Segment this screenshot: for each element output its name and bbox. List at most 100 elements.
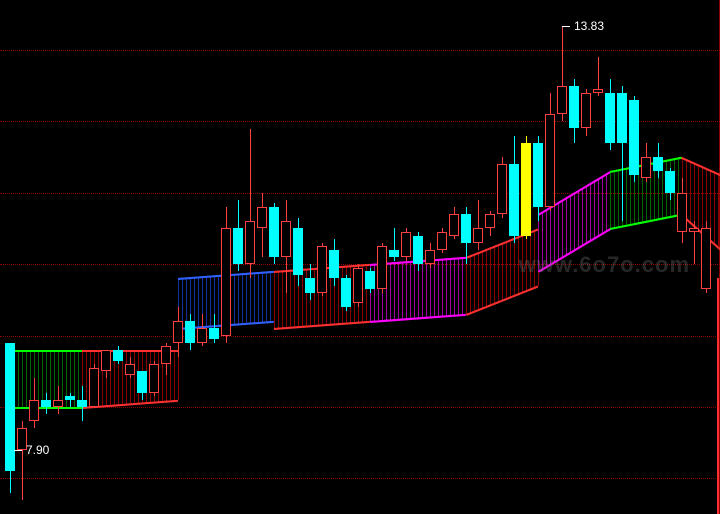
band-hatch (62, 350, 63, 407)
band-hatch (78, 350, 79, 407)
candle-body (245, 221, 255, 264)
band-hatch (598, 178, 599, 235)
band-hatch (282, 271, 283, 328)
candle-body (41, 400, 51, 407)
band-hatch (218, 275, 219, 325)
band-hatch (566, 198, 567, 255)
band-hatch (406, 261, 407, 318)
band-hatch (502, 243, 503, 300)
band-hatch (250, 273, 251, 323)
candle-body (677, 193, 687, 232)
band-hatch (126, 350, 127, 404)
candle-body (185, 321, 195, 342)
candle-body (653, 157, 663, 171)
band-hatch (450, 258, 451, 315)
band-hatch (266, 272, 267, 322)
band-hatch (474, 254, 475, 311)
candle-body (149, 364, 159, 393)
candle-body (89, 368, 99, 407)
band-hatch (422, 260, 423, 317)
band-hatch (498, 244, 499, 301)
candle-body (341, 278, 351, 307)
candle-body (125, 364, 135, 375)
band-hatch (294, 270, 295, 327)
band-hatch (174, 350, 175, 400)
band-hatch (626, 168, 627, 225)
band-hatch (270, 272, 271, 322)
band-hatch (454, 258, 455, 315)
band-hatch (430, 260, 431, 317)
band-hatch (506, 241, 507, 298)
band-hatch (446, 258, 447, 315)
candle-body (665, 171, 675, 192)
candle-body (461, 214, 471, 243)
band-hatch (238, 274, 239, 324)
candle-body (641, 157, 651, 178)
candle-body (365, 271, 375, 289)
band-hatch (258, 272, 259, 322)
candle-body (269, 207, 279, 257)
candle-body (353, 268, 363, 304)
candle-body (101, 350, 111, 371)
band-hatch (702, 166, 703, 232)
candle-body (449, 214, 459, 235)
candle-body (497, 164, 507, 214)
candle-body (413, 236, 423, 265)
band-hatch (22, 350, 23, 407)
candle-body (173, 321, 183, 342)
band-hatch (278, 271, 279, 328)
band-hatch (442, 259, 443, 316)
candle-body (161, 346, 171, 364)
band-hatch (714, 171, 715, 242)
band-hatch (38, 350, 39, 407)
band-hatch (582, 188, 583, 245)
candle-body (593, 89, 603, 93)
high-label: 13.83 (574, 19, 604, 33)
candle-body (545, 114, 555, 207)
candle-body (605, 93, 615, 143)
low-marker (14, 450, 22, 451)
candle-body (329, 250, 339, 279)
candle-body (137, 371, 147, 392)
band-hatch (210, 276, 211, 326)
gridline (0, 336, 720, 338)
band-hatch (246, 273, 247, 323)
band-hatch (718, 173, 719, 246)
band-hatch (558, 202, 559, 259)
candle-body (65, 396, 75, 400)
candlestick-chart[interactable]: 13.837.90www.6o7o.com (0, 0, 720, 514)
band-hatch (254, 273, 255, 323)
band-hatch (562, 200, 563, 257)
band-hatch (490, 247, 491, 304)
candle-body (401, 232, 411, 257)
band-hatch (54, 350, 55, 407)
high-marker (562, 26, 570, 27)
band-hatch (206, 276, 207, 326)
band-hatch (614, 171, 615, 228)
band-hatch (194, 277, 195, 327)
low-label: 7.90 (26, 443, 49, 457)
candle-body (209, 328, 219, 339)
band-hatch (698, 164, 699, 228)
band-hatch (482, 251, 483, 308)
gridline (0, 407, 720, 409)
candle-body (221, 228, 231, 335)
candle-body (473, 228, 483, 242)
band-hatch (262, 272, 263, 322)
band-hatch (86, 350, 87, 407)
band-hatch (570, 195, 571, 252)
band-hatch (394, 262, 395, 319)
band-hatch (590, 183, 591, 240)
band-hatch (574, 193, 575, 250)
band-hatch (514, 238, 515, 295)
band-hatch (586, 186, 587, 243)
band-hatch (426, 260, 427, 317)
candle-body (557, 86, 567, 115)
band-hatch (178, 350, 179, 400)
candle-body (485, 214, 495, 228)
candle-body (689, 228, 699, 232)
candle-body (701, 228, 711, 289)
band-hatch (402, 262, 403, 319)
candle-body (533, 143, 543, 207)
candle-body (389, 250, 399, 257)
